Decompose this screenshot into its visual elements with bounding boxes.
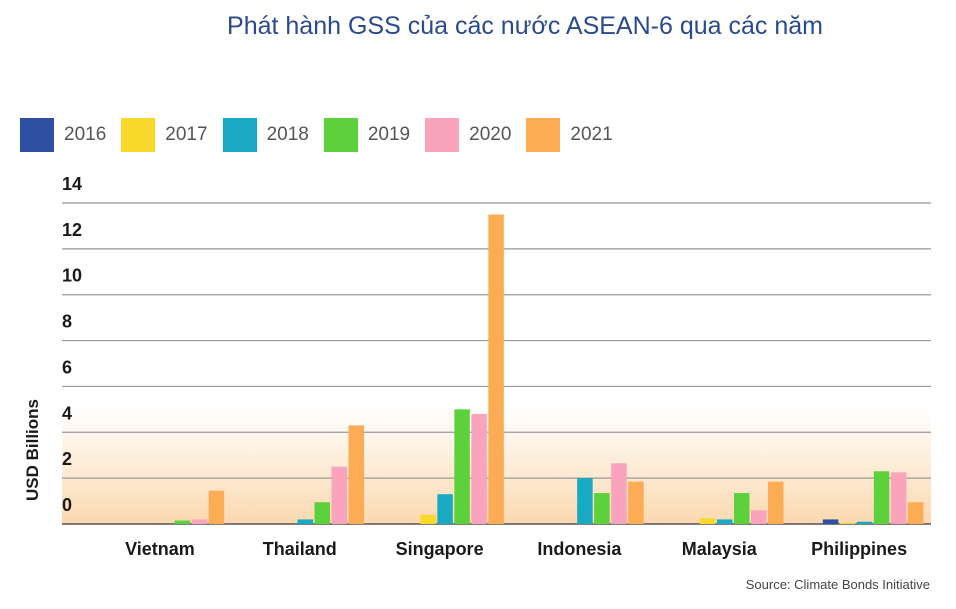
legend: 2016 2017 2018 2019 2020 2021 (20, 118, 628, 152)
bar-philippines-2017 (839, 522, 856, 524)
y-tick-label-6: 6 (62, 357, 72, 377)
bar-philippines-2020 (890, 472, 907, 524)
bar-malaysia-2021 (768, 481, 784, 524)
bar-vietnam-2019 (174, 520, 191, 524)
y-axis-label: USD Billions (23, 399, 42, 501)
bar-vietnam-2021 (208, 490, 225, 524)
x-category-label-philippines: Philippines (811, 539, 907, 559)
bar-philippines-2016 (822, 519, 839, 524)
y-tick-label-10: 10 (62, 266, 82, 286)
legend-item-2016: 2016 (20, 118, 106, 152)
bar-singapore-2020 (471, 413, 487, 524)
legend-item-2018: 2018 (222, 118, 309, 152)
legend-item-2017: 2017 (121, 118, 208, 152)
legend-swatch-2016 (20, 118, 54, 152)
legend-swatch-2020 (425, 118, 460, 152)
bar-malaysia-2019 (734, 493, 750, 524)
bar-thailand-2020 (331, 466, 347, 524)
bar-malaysia-2018 (717, 519, 733, 524)
legend-label-2018: 2018 (266, 124, 309, 145)
x-category-label-malaysia: Malaysia (682, 539, 758, 559)
legend-swatch-2018 (222, 118, 257, 152)
bar-indonesia-2019 (594, 493, 610, 524)
legend-item-2019: 2019 (323, 118, 411, 152)
legend-item-2020: 2020 (425, 118, 511, 152)
legend-label-2019: 2019 (367, 124, 411, 145)
bar-malaysia-2020 (751, 510, 767, 524)
legend-label-2016: 2016 (64, 124, 107, 145)
legend-label-2021: 2021 (570, 124, 613, 145)
bar-thailand-2019 (314, 502, 330, 524)
legend-item-2021: 2021 (526, 118, 613, 152)
x-category-label-vietnam: Vietnam (125, 539, 195, 559)
bar-indonesia-2021 (628, 481, 644, 524)
bar-singapore-2021 (488, 214, 504, 524)
x-category-label-thailand: Thailand (263, 539, 337, 559)
y-tick-label-2: 2 (62, 449, 72, 469)
bar-malaysia-2017 (700, 518, 716, 524)
legend-swatch-2017 (121, 118, 156, 152)
bar-indonesia-2018 (577, 478, 593, 524)
y-tick-label-0: 0 (62, 495, 72, 515)
bar-singapore-2019 (454, 409, 470, 524)
y-tick-label-8: 8 (62, 312, 72, 332)
bar-indonesia-2020 (611, 463, 627, 524)
bar-philippines-2019 (873, 471, 890, 524)
chart-title: Phát hành GSS của các nước ASEAN-6 qua c… (227, 12, 823, 40)
y-tick-label-12: 12 (62, 220, 82, 240)
bar-philippines-2021 (907, 502, 924, 524)
legend-swatch-2021 (526, 118, 561, 152)
x-category-label-indonesia: Indonesia (537, 539, 622, 559)
bar-thailand-2021 (348, 425, 364, 524)
x-category-label-singapore: Singapore (396, 539, 484, 559)
y-tick-label-4: 4 (62, 403, 72, 423)
legend-label-2017: 2017 (165, 124, 208, 145)
source-note: Source: Climate Bonds Initiative (745, 577, 930, 592)
legend-swatch-2019 (323, 118, 358, 152)
bar-vietnam-2020 (191, 519, 208, 524)
y-tick-label-14: 14 (62, 174, 82, 194)
bar-thailand-2018 (297, 519, 313, 524)
bar-singapore-2017 (420, 514, 436, 524)
legend-label-2020: 2020 (469, 124, 512, 145)
bar-philippines-2018 (856, 521, 873, 524)
bar-singapore-2018 (437, 494, 453, 524)
